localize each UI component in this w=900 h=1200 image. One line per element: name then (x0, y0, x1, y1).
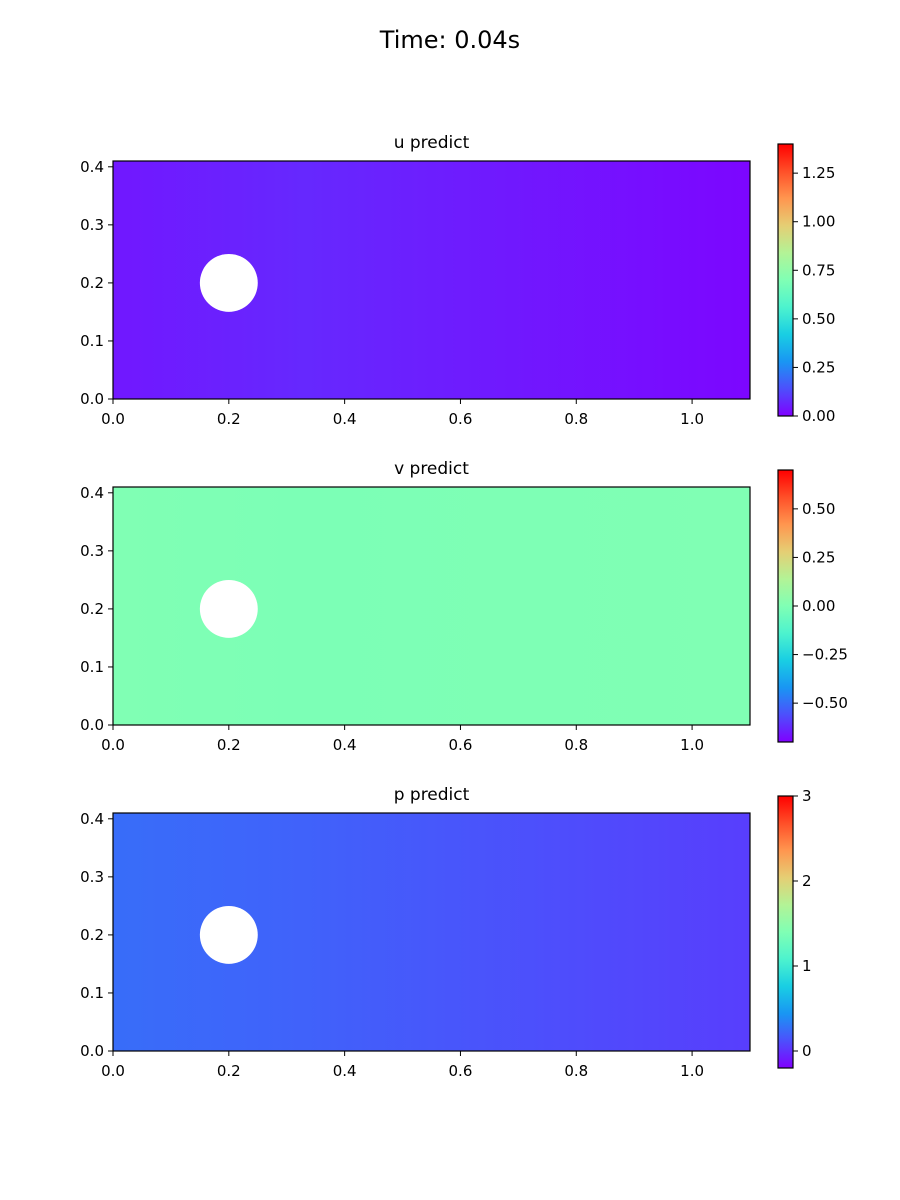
y-tick-label: 0.3 (80, 216, 104, 234)
y-tick-label: 0.4 (80, 810, 104, 828)
x-tick-label: 0.8 (564, 410, 588, 428)
colorbar-tick-label: 0.25 (802, 358, 835, 376)
x-tick-label: 0.2 (217, 410, 241, 428)
axes-frame (112, 160, 751, 400)
colorbar-tick-label: 0.50 (802, 500, 835, 518)
colorbar-tick-label: 0.75 (802, 261, 835, 279)
y-tick-label: 0.3 (80, 868, 104, 886)
y-tick-label: 0.2 (80, 274, 104, 292)
x-tick-label: 0.4 (333, 736, 357, 754)
x-tick-label: 0.4 (333, 410, 357, 428)
colorbar-tick-label: 1 (802, 957, 812, 975)
y-tick-label: 0.1 (80, 658, 104, 676)
colorbar-tick-label: −0.25 (802, 646, 848, 664)
cylinder-obstacle (199, 253, 258, 312)
colorbar (777, 469, 794, 743)
y-tick-label: 0.1 (80, 984, 104, 1002)
colorbar-tick-label: 0 (802, 1042, 812, 1060)
colorbar-tick-label: 0.25 (802, 548, 835, 566)
colorbar (777, 143, 794, 417)
panel-title: p predict (394, 785, 470, 805)
x-tick-label: 0.8 (564, 1062, 588, 1080)
y-tick-label: 0.4 (80, 484, 104, 502)
y-tick-label: 0.0 (80, 390, 104, 408)
y-tick-label: 0.0 (80, 1042, 104, 1060)
cylinder-obstacle (199, 905, 258, 964)
colorbar (777, 795, 794, 1069)
colorbar-tick-label: 0.00 (802, 597, 835, 615)
x-tick-label: 0.8 (564, 736, 588, 754)
panel-2: v predict 0.0 0.2 0.4 0.6 0.8 1.0 0.0 0.1 0.2 0.3 0… (80, 459, 848, 754)
panel-title: v predict (394, 459, 469, 479)
x-tick-label: 0.2 (217, 736, 241, 754)
colorbar-tick-label: 1.00 (802, 213, 835, 231)
x-tick-label: 1.0 (680, 1062, 704, 1080)
colorbar-tick-label: −0.50 (802, 694, 848, 712)
x-tick-label: 0.0 (101, 736, 125, 754)
x-tick-label: 0.0 (101, 1062, 125, 1080)
panel-1: u predict 0.0 0.2 0.4 0.6 0.8 1.0 0.0 0.1 0.2 0.3 0… (80, 133, 835, 428)
x-tick-label: 0.0 (101, 410, 125, 428)
axes-frame (112, 486, 751, 726)
x-tick-label: 0.2 (217, 1062, 241, 1080)
colorbar-tick-label: 0.00 (802, 407, 835, 425)
colorbar-tick-label: 0.50 (802, 310, 835, 328)
cylinder-obstacle (199, 579, 258, 638)
figure-suptitle: Time: 0.04s (379, 26, 520, 54)
y-tick-label: 0.4 (80, 158, 104, 176)
x-tick-label: 1.0 (680, 410, 704, 428)
y-tick-label: 0.2 (80, 926, 104, 944)
colorbar-tick-label: 2 (802, 872, 812, 890)
axes-frame (112, 812, 751, 1052)
panel-3: p predict 0.0 0.2 0.4 0.6 0.8 1.0 0.0 0.1 0.2 0.3 0… (80, 785, 811, 1080)
y-tick-label: 0.1 (80, 332, 104, 350)
colorbar-tick-label: 3 (802, 787, 812, 805)
x-tick-label: 0.4 (333, 1062, 357, 1080)
colorbar-tick-label: 1.25 (802, 164, 835, 182)
y-tick-label: 0.2 (80, 600, 104, 618)
y-tick-label: 0.0 (80, 716, 104, 734)
x-tick-label: 0.6 (449, 736, 473, 754)
panel-title: u predict (394, 133, 470, 153)
x-tick-label: 0.6 (449, 1062, 473, 1080)
x-tick-label: 0.6 (449, 410, 473, 428)
x-tick-label: 1.0 (680, 736, 704, 754)
y-tick-label: 0.3 (80, 542, 104, 560)
